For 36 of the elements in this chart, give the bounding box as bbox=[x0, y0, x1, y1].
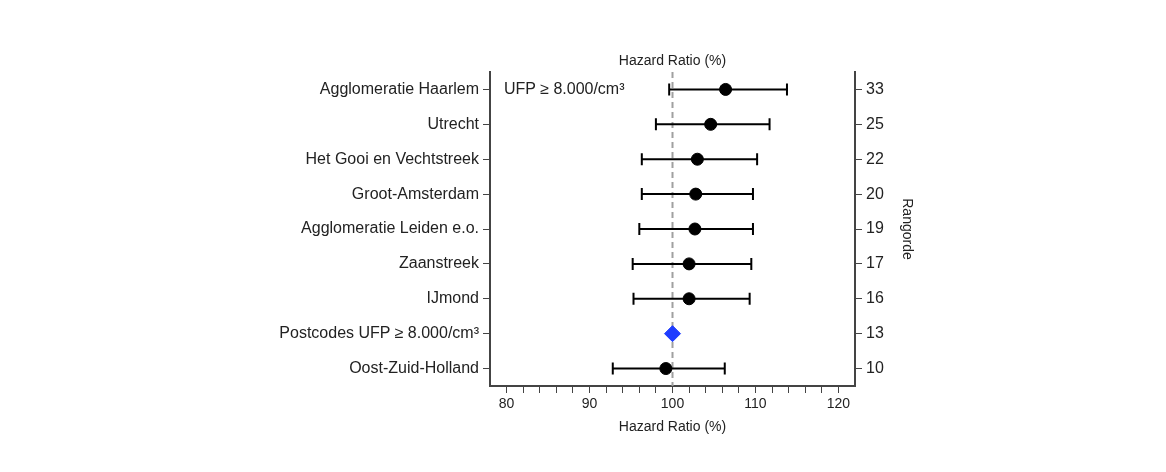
y2-tick-label: 25 bbox=[866, 114, 884, 132]
x-tick-label: 80 bbox=[498, 395, 515, 412]
y-tick-label: Het Gooi en Vechtstreek bbox=[305, 149, 480, 167]
y2-tick-label: 10 bbox=[866, 358, 884, 376]
chart-title: Hazard Ratio (%) bbox=[618, 51, 727, 68]
point bbox=[704, 117, 718, 131]
y-tick-label: Agglomeratie Leiden e.o. bbox=[301, 219, 479, 237]
point bbox=[719, 82, 733, 96]
y2-tick-label: 19 bbox=[866, 219, 884, 237]
point bbox=[690, 152, 704, 166]
y-tick-label: Postcodes UFP ≥ 8.000/cm³ bbox=[279, 324, 480, 342]
point bbox=[682, 257, 696, 271]
y-tick-label: Agglomeratie Haarlem bbox=[319, 79, 479, 97]
x-tick-label: 110 bbox=[744, 395, 767, 412]
y-tick-label: Zaanstreek bbox=[398, 254, 480, 272]
y2-tick-label: 20 bbox=[866, 184, 884, 202]
point bbox=[688, 222, 702, 236]
y-tick-label: Oost-Zuid-Holland bbox=[349, 358, 479, 376]
x-tick-label: 90 bbox=[581, 395, 598, 412]
point bbox=[689, 187, 703, 201]
x-tick-label: 100 bbox=[660, 395, 685, 412]
x-axis-title: Hazard Ratio (%) bbox=[618, 418, 727, 435]
y-tick-label: IJmond bbox=[426, 289, 479, 307]
y2-tick-label: 33 bbox=[866, 79, 884, 97]
y2-tick-label: 17 bbox=[866, 254, 884, 272]
y2-tick-label: 16 bbox=[866, 289, 884, 307]
y2-axis-title: Rangorde bbox=[899, 198, 916, 260]
y2-tick-label: 13 bbox=[866, 324, 884, 342]
x-tick-label: 120 bbox=[826, 395, 851, 412]
y2-tick-label: 22 bbox=[866, 149, 884, 167]
annotation: UFP ≥ 8.000/cm³ bbox=[504, 79, 626, 97]
y-tick-label: Groot-Amsterdam bbox=[351, 184, 479, 202]
point bbox=[659, 362, 673, 376]
point bbox=[664, 325, 681, 343]
point bbox=[682, 292, 696, 306]
y-tick-label: Utrecht bbox=[427, 114, 480, 132]
